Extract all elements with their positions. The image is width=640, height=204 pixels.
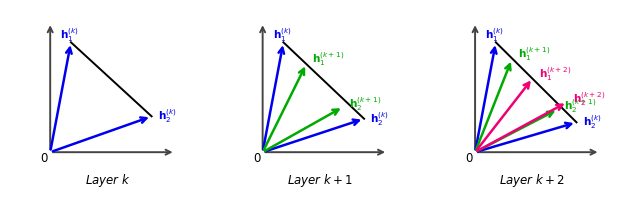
Text: 0: 0 — [465, 152, 473, 165]
Text: $\mathbf{h}_1^{(k)}$: $\mathbf{h}_1^{(k)}$ — [485, 26, 504, 44]
Text: $\mathbf{h}_2^{(k+1)}$: $\mathbf{h}_2^{(k+1)}$ — [349, 95, 381, 113]
Text: $\mathbf{h}_2^{(k+1)}$: $\mathbf{h}_2^{(k+1)}$ — [564, 97, 596, 115]
Text: $\mathbf{h}_2^{(k+2)}$: $\mathbf{h}_2^{(k+2)}$ — [573, 90, 605, 108]
Text: Layer $k$: Layer $k$ — [84, 172, 131, 189]
Text: Layer $k+2$: Layer $k+2$ — [499, 172, 566, 189]
Text: $\mathbf{h}_1^{(k+2)}$: $\mathbf{h}_1^{(k+2)}$ — [539, 65, 571, 83]
Text: 0: 0 — [253, 152, 260, 165]
Text: 0: 0 — [40, 152, 48, 165]
Text: Layer $k+1$: Layer $k+1$ — [287, 172, 353, 189]
Text: $\mathbf{h}_1^{(k)}$: $\mathbf{h}_1^{(k)}$ — [60, 26, 79, 44]
Text: $\mathbf{h}_1^{(k+1)}$: $\mathbf{h}_1^{(k+1)}$ — [312, 50, 345, 68]
Text: $\mathbf{h}_2^{(k)}$: $\mathbf{h}_2^{(k)}$ — [582, 113, 601, 131]
Text: $\mathbf{h}_2^{(k)}$: $\mathbf{h}_2^{(k)}$ — [157, 107, 177, 125]
Text: $\mathbf{h}_2^{(k)}$: $\mathbf{h}_2^{(k)}$ — [370, 110, 389, 128]
Text: $\mathbf{h}_1^{(k)}$: $\mathbf{h}_1^{(k)}$ — [273, 26, 292, 44]
Text: $\mathbf{h}_1^{(k+1)}$: $\mathbf{h}_1^{(k+1)}$ — [518, 45, 550, 63]
